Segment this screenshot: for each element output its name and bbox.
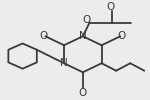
Text: O: O xyxy=(79,88,87,98)
Text: N: N xyxy=(60,58,68,68)
Text: N: N xyxy=(79,31,87,41)
Text: O: O xyxy=(118,31,126,41)
Text: O: O xyxy=(40,31,48,41)
Text: O: O xyxy=(83,15,91,25)
Text: O: O xyxy=(107,2,115,12)
